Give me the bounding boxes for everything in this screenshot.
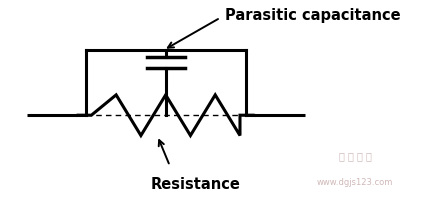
Text: Resistance: Resistance <box>150 177 240 192</box>
Text: Parasitic capacitance: Parasitic capacitance <box>225 8 401 23</box>
Text: www.dgjs123.com: www.dgjs123.com <box>317 178 394 187</box>
Text: 电 工 天 下: 电 工 天 下 <box>339 151 371 161</box>
